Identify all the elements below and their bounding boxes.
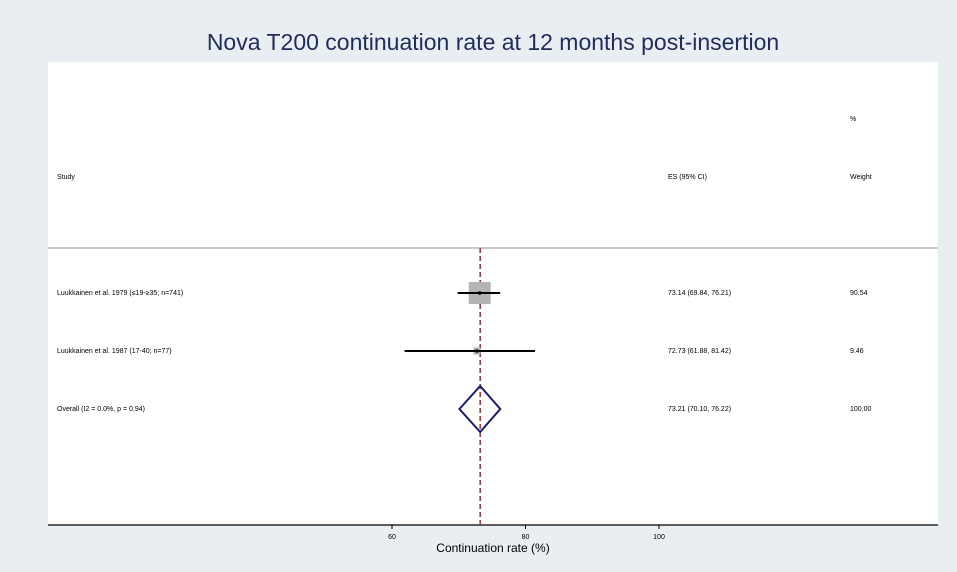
weight-label: 100.00 <box>850 406 872 413</box>
chart-title: Nova T200 continuation rate at 12 months… <box>207 29 779 55</box>
x-tick-label: 60 <box>388 534 396 541</box>
point-estimate <box>477 291 482 295</box>
x-axis-label: Continuation rate (%) <box>436 541 549 555</box>
x-tick-label: 100 <box>653 534 665 541</box>
study-label: Luukkainen et al. 1979 (≤19-≥35; n=741) <box>57 290 183 297</box>
x-tick-label: 80 <box>522 534 530 541</box>
weight-label: 9.46 <box>850 348 864 355</box>
header: Weight <box>850 174 872 181</box>
overall-diamond <box>458 384 502 434</box>
header: ES (95% CI) <box>668 174 707 181</box>
point-estimate <box>475 349 479 353</box>
es-label: 73.14 (69.84, 76.21) <box>668 290 731 297</box>
es-label: 73.21 (70.10, 76.22) <box>668 406 731 413</box>
overall-label: Overall (I2 = 0.0%, p = 0.94) <box>57 406 145 413</box>
es-label: 72.73 (61.88, 81.42) <box>668 348 731 355</box>
weight-label: 90.54 <box>850 290 868 297</box>
header: Study <box>57 174 75 181</box>
study-label: Luukkainen et al. 1987 (17-40; n=77) <box>57 348 172 355</box>
header: % <box>850 116 856 123</box>
